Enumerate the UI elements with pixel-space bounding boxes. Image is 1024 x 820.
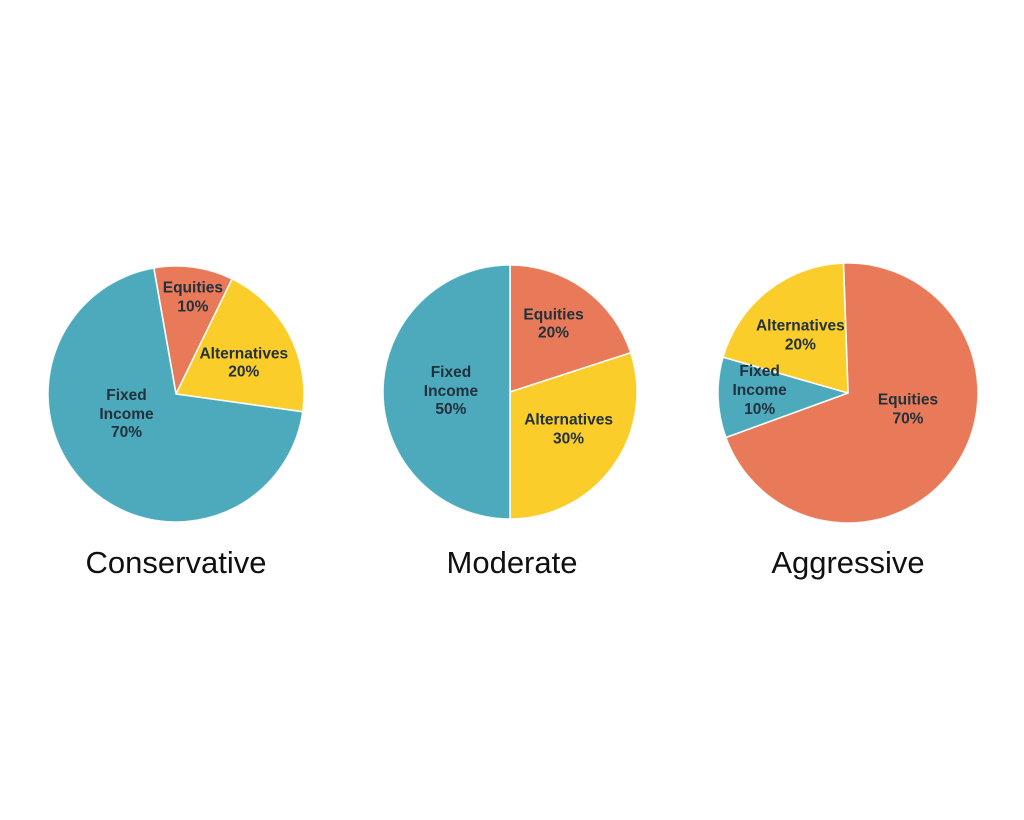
pie-svg-conservative [48,266,304,522]
pie-slice-equities [725,263,978,523]
pie-chart-aggressive: Equities 70% Fixed Income 10% Alternatives 20%… [718,263,978,580]
chart-title-moderate: Moderate [446,545,578,580]
pie-conservative: Equities 10% Alternatives 20% Fixed Income 70% [48,266,304,522]
pie-slice-fixed-income [383,265,511,519]
pie-slice-fixed-income [718,356,849,439]
pie-slice-alternatives [722,263,849,394]
pie-svg-moderate [383,265,637,519]
pie-moderate: Equities 20% Alternatives 30% Fixed Income 50% [383,265,637,519]
pie-svg-aggressive [718,263,978,523]
pie-chart-moderate: Equities 20% Alternatives 30% Fixed Income 50%… [383,265,637,580]
pie-slice-equities [509,265,632,393]
chart-title-conservative: Conservative [85,545,267,580]
pie-slice-alternatives [509,351,637,519]
pie-slice-alternatives [175,278,304,413]
pie-aggressive: Equities 70% Fixed Income 10% Alternatives 20% [718,263,978,523]
chart-title-aggressive: Aggressive [771,545,925,580]
pie-slice-equities [152,266,233,395]
pie-slice-fixed-income [48,267,304,522]
pie-chart-conservative: Equities 10% Alternatives 20% Fixed Income 70%… [48,266,304,580]
